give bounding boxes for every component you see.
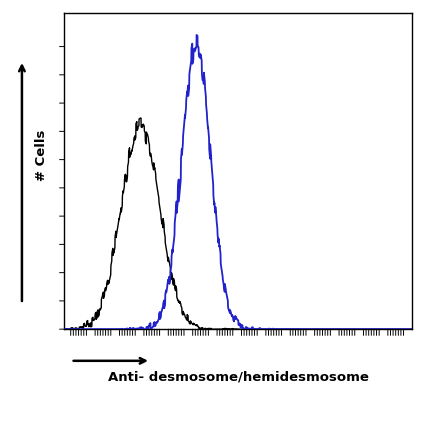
Text: # Cells: # Cells <box>34 130 48 181</box>
Text: Anti- desmosome/hemidesmosome: Anti- desmosome/hemidesmosome <box>108 371 368 383</box>
